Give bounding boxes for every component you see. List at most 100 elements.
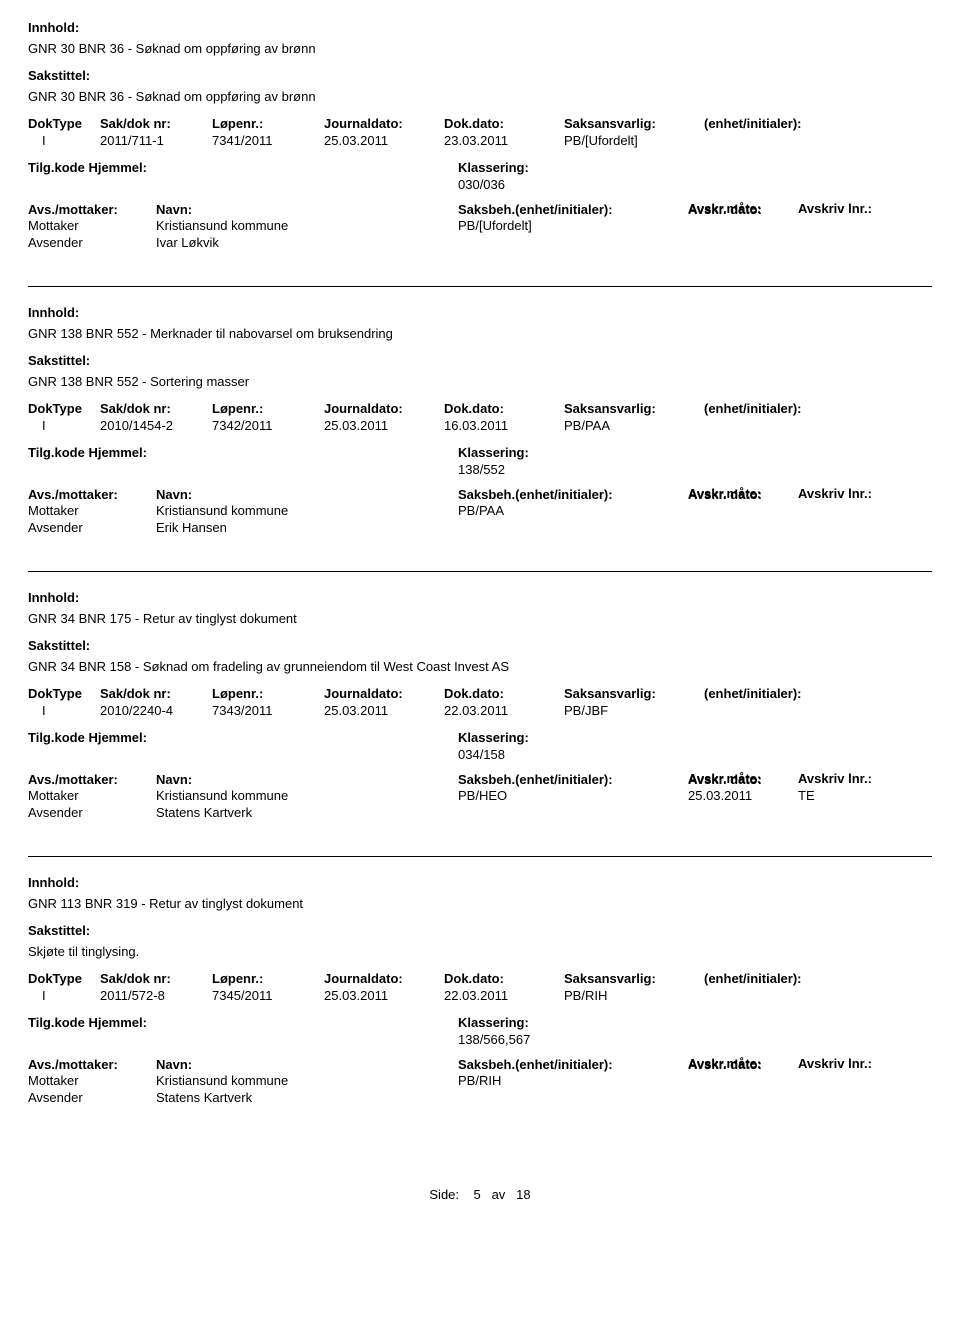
col-enhet: (enhet/initialer):: [704, 686, 864, 701]
col-lopenr: Løpenr.:: [212, 116, 324, 131]
mottaker-date: [688, 503, 798, 518]
sakstittel-label: Sakstittel:: [28, 353, 932, 368]
avsender-name: Statens Kartverk: [156, 805, 458, 820]
hjemmel-label: Hjemmel:: [88, 160, 147, 175]
klassering-label: Klassering:: [458, 160, 529, 175]
val-enhet: [704, 703, 864, 718]
innhold-label: Innhold:: [28, 20, 932, 35]
innhold-label: Innhold:: [28, 590, 932, 605]
col-saksansvarlig: Saksansvarlig:: [564, 686, 704, 701]
klassering-value: 138/552: [458, 462, 932, 477]
sakstittel-text: GNR 30 BNR 36 - Søknad om oppføring av b…: [28, 89, 932, 104]
tilg-row: Tilg.kode Hjemmel: Klassering:: [28, 160, 932, 175]
saksbeh-label: Saksbeh.(enhet/initialer):: [458, 1057, 688, 1072]
tilgkode-label: Tilg.kode: [28, 1015, 85, 1030]
klassering-value: 030/036: [458, 177, 932, 192]
page-current: 5: [473, 1187, 480, 1202]
col-saksansvarlig: Saksansvarlig:: [564, 971, 704, 986]
col-dokdato: Dok.dato:: [444, 401, 564, 416]
col-doktype: DokType: [28, 971, 100, 986]
innhold-text: GNR 30 BNR 36 - Søknad om oppføring av b…: [28, 41, 932, 56]
val-dokdato: 22.03.2011: [444, 988, 564, 1003]
val-lopenr: 7343/2011: [212, 703, 324, 718]
tilgkode-label: Tilg.kode: [28, 730, 85, 745]
record-divider: [28, 286, 932, 287]
records-list: Innhold: GNR 30 BNR 36 - Søknad om oppfø…: [28, 20, 932, 1127]
col-sakdok: Sak/dok nr:: [100, 971, 212, 986]
avsmottaker-label: Avs./mottaker:: [28, 487, 156, 502]
col-sakdok: Sak/dok nr:: [100, 686, 212, 701]
journal-record: Innhold: GNR 34 BNR 175 - Retur av tingl…: [28, 590, 932, 842]
mottaker-mate: [798, 503, 908, 518]
navn-label: Navn:: [156, 772, 458, 787]
mottaker-code: PB/HEO: [458, 788, 688, 803]
val-journaldato: 25.03.2011: [324, 988, 444, 1003]
record-divider: [28, 856, 932, 857]
col-saksansvarlig: Saksansvarlig:: [564, 401, 704, 416]
sakstittel-text: GNR 34 BNR 158 - Søknad om fradeling av …: [28, 659, 932, 674]
journal-record: Innhold: GNR 113 BNR 319 - Retur av ting…: [28, 875, 932, 1127]
avsender-row: Avsender Statens Kartverk: [28, 1090, 932, 1105]
mottaker-mate: [798, 1073, 908, 1088]
avsmottaker-label: Avs./mottaker:: [28, 1057, 156, 1072]
hjemmel-label: Hjemmel:: [88, 445, 147, 460]
val-doktype: I: [28, 133, 100, 148]
saksbeh-label: Saksbeh.(enhet/initialer):: [458, 487, 688, 502]
avskrivlnr-label: Avskriv lnr.:: [798, 201, 872, 216]
mottaker-row: Mottaker Kristiansund kommune PB/HEO 25.…: [28, 788, 932, 803]
col-doktype: DokType: [28, 116, 100, 131]
col-enhet: (enhet/initialer):: [704, 401, 864, 416]
col-doktype: DokType: [28, 401, 100, 416]
columns-header: DokType Sak/dok nr: Løpenr.: Journaldato…: [28, 971, 932, 986]
avsender-role: Avsender: [28, 235, 156, 250]
col-saksansvarlig: Saksansvarlig:: [564, 116, 704, 131]
mottaker-name: Kristiansund kommune: [156, 503, 458, 518]
val-saksansvarlig: PB/JBF: [564, 703, 704, 718]
columns-values: I 2011/572-8 7345/2011 25.03.2011 22.03.…: [28, 988, 932, 1003]
val-dokdato: 23.03.2011: [444, 133, 564, 148]
hjemmel-label: Hjemmel:: [88, 1015, 147, 1030]
val-sakdok: 2010/1454-2: [100, 418, 212, 433]
navn-label: Navn:: [156, 487, 458, 502]
val-sakdok: 2010/2240-4: [100, 703, 212, 718]
val-enhet: [704, 988, 864, 1003]
val-saksansvarlig: PB/[Ufordelt]: [564, 133, 704, 148]
col-dokdato: Dok.dato:: [444, 971, 564, 986]
mottaker-role: Mottaker: [28, 218, 156, 233]
navn-label: Navn:: [156, 202, 458, 217]
avskrivlnr-label: Avskriv lnr.:: [798, 771, 872, 786]
mottaker-name: Kristiansund kommune: [156, 218, 458, 233]
col-dokdato: Dok.dato:: [444, 686, 564, 701]
col-journaldato: Journaldato:: [324, 401, 444, 416]
av-label: av: [492, 1187, 506, 1202]
avsender-name: Statens Kartverk: [156, 1090, 458, 1105]
sakstittel-label: Sakstittel:: [28, 638, 932, 653]
col-sakdok: Sak/dok nr:: [100, 401, 212, 416]
columns-header: DokType Sak/dok nr: Løpenr.: Journaldato…: [28, 686, 932, 701]
col-lopenr: Løpenr.:: [212, 401, 324, 416]
col-enhet: (enhet/initialer):: [704, 116, 864, 131]
tilg-row: Tilg.kode Hjemmel: Klassering:: [28, 730, 932, 745]
avskrmate-label: Avskr.måte:: [688, 201, 798, 216]
val-dokdato: 22.03.2011: [444, 703, 564, 718]
val-doktype: I: [28, 703, 100, 718]
col-dokdato: Dok.dato:: [444, 116, 564, 131]
tilgkode-label: Tilg.kode: [28, 160, 85, 175]
val-dokdato: 16.03.2011: [444, 418, 564, 433]
klassering-label: Klassering:: [458, 445, 529, 460]
val-lopenr: 7345/2011: [212, 988, 324, 1003]
avsender-role: Avsender: [28, 1090, 156, 1105]
mottaker-mate: TE: [798, 788, 908, 803]
val-enhet: [704, 418, 864, 433]
avsender-role: Avsender: [28, 520, 156, 535]
mottaker-role: Mottaker: [28, 788, 156, 803]
avskrmate-label: Avskr.måte:: [688, 1056, 798, 1071]
avskrmate-label: Avskr.måte:: [688, 486, 798, 501]
val-enhet: [704, 133, 864, 148]
columns-header: DokType Sak/dok nr: Løpenr.: Journaldato…: [28, 116, 932, 131]
sakstittel-text: GNR 138 BNR 552 - Sortering masser: [28, 374, 932, 389]
mottaker-role: Mottaker: [28, 503, 156, 518]
klassering-label: Klassering:: [458, 1015, 529, 1030]
avskrmate-label: Avskr.måte:: [688, 771, 798, 786]
avsender-row: Avsender Ivar Løkvik: [28, 235, 932, 250]
